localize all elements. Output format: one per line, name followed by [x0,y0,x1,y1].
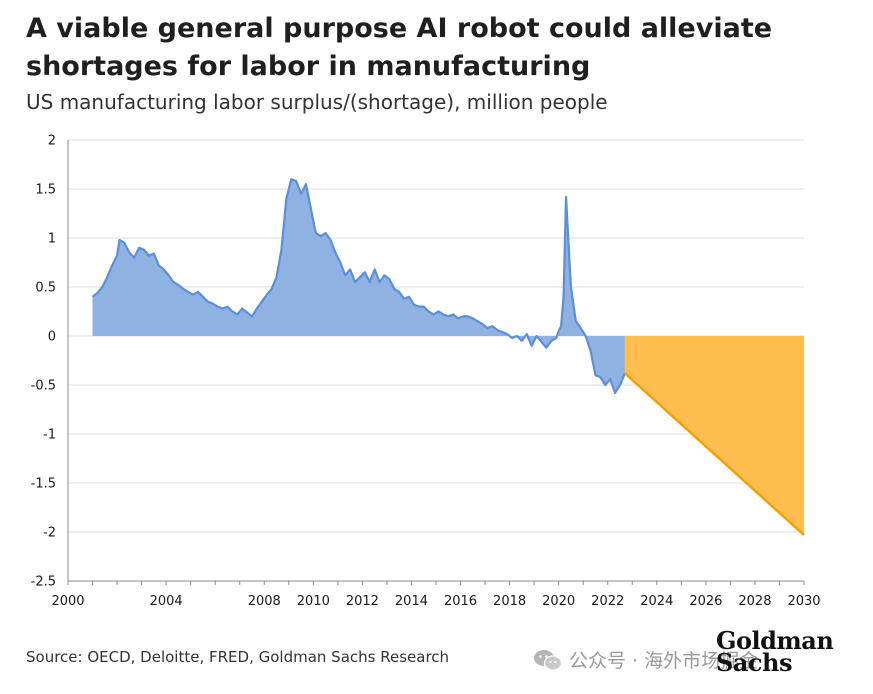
y-tick-label: 0.5 [35,281,56,296]
x-tick-label: 2016 [444,594,477,609]
data-areas [93,179,804,535]
y-tick-label: -1.5 [31,477,56,492]
x-tick-label: 2022 [591,594,624,609]
y-tick-label: 2 [48,134,56,149]
x-tick-label: 2020 [542,594,575,609]
y-tick-label: -1 [43,428,56,443]
x-tick-label: 2018 [493,594,526,609]
logo-line-2: Sachs [716,652,833,674]
x-tick-label: 2024 [640,594,673,609]
y-tick-label: 1 [48,232,56,247]
projection-area [625,336,804,535]
x-tick-label: 2004 [150,594,183,609]
x-tick-label: 2030 [787,594,820,609]
y-tick-label: -2.5 [31,575,56,590]
source-note: Source: OECD, Deloitte, FRED, Goldman Sa… [26,648,449,666]
x-tick-label: 2012 [346,594,379,609]
historical-area [93,179,625,393]
chart-plot: 21.510.50-0.5-1-1.5-2-2.5 2000 2004 2008 20… [0,130,873,630]
x-tick-label: 2028 [738,594,771,609]
y-tick-label: 1.5 [35,183,56,198]
y-tick-labels: 2 1.5 1 0.5 0 -0.5 -1 -1.5 -2 -2.5 [31,134,56,590]
x-tick-label: 2014 [395,594,428,609]
wechat-icon [533,648,563,672]
x-tick-label: 2008 [248,594,281,609]
x-tick-label: 2000 [51,594,84,609]
x-tick-labels: 2000 2004 2008 2010 2012 2014 2016 2018 2020 2022… [51,594,820,609]
y-tick-label: 0 [48,330,56,345]
y-tick-label: -2 [43,526,56,541]
y-tick-label: -0.5 [31,379,56,394]
x-tick-label: 2010 [297,594,330,609]
goldman-sachs-logo: Goldman Sachs [716,630,833,674]
x-tick-label: 2026 [689,594,722,609]
chart-subtitle: US manufacturing labor surplus/(shortage… [26,88,608,116]
chart-title: A viable general purpose AI robot could … [26,10,866,86]
